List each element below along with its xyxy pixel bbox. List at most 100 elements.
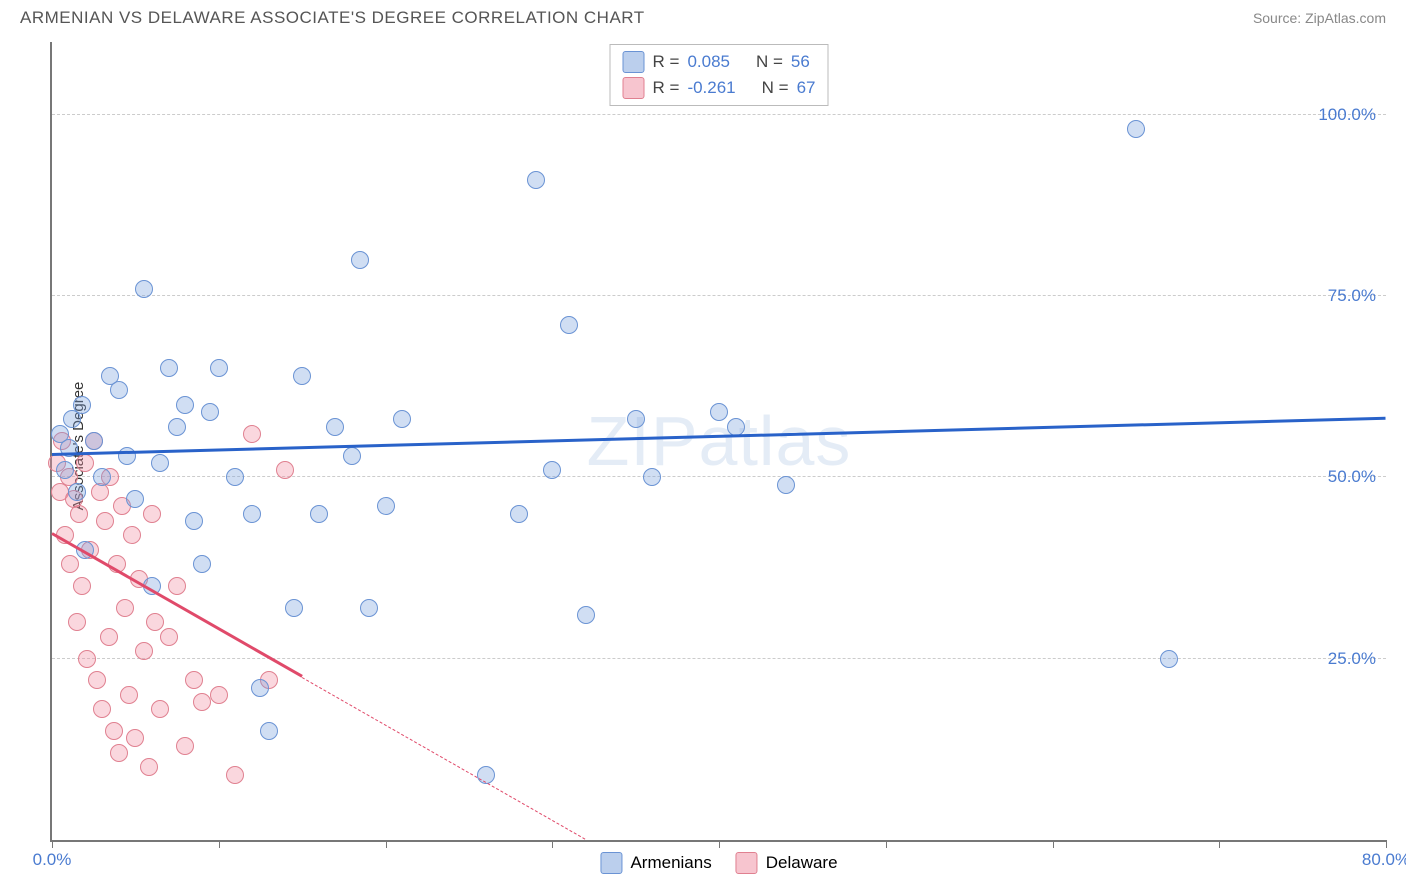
data-point <box>93 700 111 718</box>
n-label: N = <box>762 78 789 98</box>
stats-legend: R = 0.085 N = 56 R = -0.261 N = 67 <box>610 44 829 106</box>
data-point <box>176 396 194 414</box>
trendline-extrapolated <box>302 677 586 840</box>
xtick <box>52 840 53 848</box>
data-point <box>1127 120 1145 138</box>
data-point <box>643 468 661 486</box>
data-point <box>151 700 169 718</box>
data-point <box>151 454 169 472</box>
data-point <box>88 671 106 689</box>
data-point <box>326 418 344 436</box>
data-point <box>96 512 114 530</box>
legend-item-delaware: Delaware <box>736 852 838 874</box>
legend-row-delaware: R = -0.261 N = 67 <box>623 75 816 101</box>
data-point <box>577 606 595 624</box>
data-point <box>68 613 86 631</box>
data-point <box>100 628 118 646</box>
data-point <box>118 447 136 465</box>
data-point <box>110 381 128 399</box>
armenians-n-value: 56 <box>791 52 810 72</box>
data-point <box>105 722 123 740</box>
data-point <box>510 505 528 523</box>
xtick-label: 80.0% <box>1362 850 1406 870</box>
data-point <box>146 613 164 631</box>
data-point <box>293 367 311 385</box>
ytick-label: 50.0% <box>1328 467 1376 487</box>
legend-label-delaware: Delaware <box>766 853 838 873</box>
armenians-r-value: 0.085 <box>687 52 730 72</box>
data-point <box>185 671 203 689</box>
data-point <box>226 766 244 784</box>
swatch-pink-icon <box>736 852 758 874</box>
data-point <box>85 432 103 450</box>
gridline <box>52 658 1386 659</box>
legend-row-armenians: R = 0.085 N = 56 <box>623 49 816 75</box>
data-point <box>351 251 369 269</box>
data-point <box>193 555 211 573</box>
data-point <box>126 729 144 747</box>
data-point <box>140 758 158 776</box>
swatch-blue-icon <box>623 51 645 73</box>
scatter-plot-area: ZIPatlas R = 0.085 N = 56 R = -0.261 N =… <box>50 42 1386 842</box>
gridline <box>52 114 1386 115</box>
ytick-label: 25.0% <box>1328 649 1376 669</box>
data-point <box>73 396 91 414</box>
data-point <box>160 359 178 377</box>
data-point <box>135 280 153 298</box>
data-point <box>260 722 278 740</box>
chart-title: ARMENIAN VS DELAWARE ASSOCIATE'S DEGREE … <box>20 8 645 28</box>
data-point <box>1160 650 1178 668</box>
source-attribution: Source: ZipAtlas.com <box>1253 10 1386 26</box>
swatch-blue-icon <box>600 852 622 874</box>
data-point <box>168 418 186 436</box>
data-point <box>777 476 795 494</box>
data-point <box>393 410 411 428</box>
data-point <box>243 505 261 523</box>
data-point <box>276 461 294 479</box>
data-point <box>527 171 545 189</box>
data-point <box>201 403 219 421</box>
delaware-r-value: -0.261 <box>687 78 735 98</box>
r-label: R = <box>653 52 680 72</box>
data-point <box>226 468 244 486</box>
data-point <box>310 505 328 523</box>
xtick-label: 0.0% <box>33 850 72 870</box>
xtick <box>1053 840 1054 848</box>
data-point <box>176 737 194 755</box>
ytick-label: 75.0% <box>1328 286 1376 306</box>
data-point <box>116 599 134 617</box>
gridline <box>52 476 1386 477</box>
data-point <box>123 526 141 544</box>
data-point <box>93 468 111 486</box>
legend-item-armenians: Armenians <box>600 852 711 874</box>
xtick <box>1219 840 1220 848</box>
xtick <box>886 840 887 848</box>
data-point <box>78 650 96 668</box>
data-point <box>68 483 86 501</box>
n-label: N = <box>756 52 783 72</box>
data-point <box>168 577 186 595</box>
data-point <box>243 425 261 443</box>
xtick <box>552 840 553 848</box>
xtick <box>386 840 387 848</box>
data-point <box>160 628 178 646</box>
data-point <box>285 599 303 617</box>
data-point <box>710 403 728 421</box>
xtick <box>1386 840 1387 848</box>
xtick <box>719 840 720 848</box>
data-point <box>56 461 74 479</box>
data-point <box>143 505 161 523</box>
data-point <box>377 497 395 515</box>
data-point <box>360 599 378 617</box>
data-point <box>210 359 228 377</box>
data-point <box>61 555 79 573</box>
series-legend: Armenians Delaware <box>600 852 837 874</box>
data-point <box>126 490 144 508</box>
data-point <box>185 512 203 530</box>
data-point <box>110 744 128 762</box>
data-point <box>627 410 645 428</box>
data-point <box>135 642 153 660</box>
data-point <box>560 316 578 334</box>
gridline <box>52 295 1386 296</box>
legend-label-armenians: Armenians <box>630 853 711 873</box>
